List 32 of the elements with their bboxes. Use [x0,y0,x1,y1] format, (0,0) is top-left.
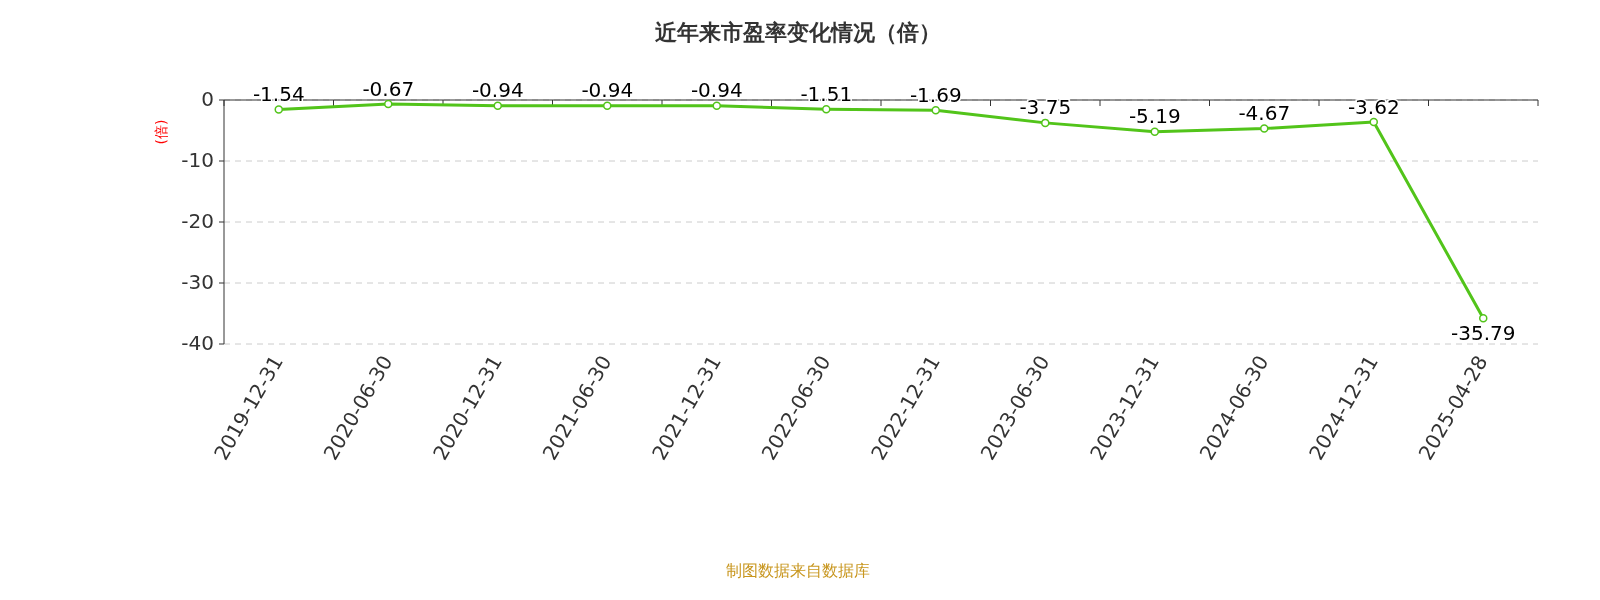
point [1369,117,1378,127]
point [1479,314,1488,323]
data-label: -1.51 [800,81,853,106]
y-tick-label: -40 [181,330,214,355]
data-label: -1.69 [909,82,962,107]
point [1150,127,1159,136]
point [1041,118,1050,128]
y-tick-label: -30 [181,269,214,294]
data-label: -3.62 [1347,94,1400,119]
y-tick-label: 0 [201,86,214,111]
data-label: -3.75 [1019,95,1072,120]
y-tick-label: -20 [181,208,214,233]
data-label: -4.67 [1238,100,1291,125]
text: 制图数据来自数据库 [726,561,870,580]
point [1260,124,1269,133]
data-label: -0.94 [471,78,524,103]
point [931,106,940,115]
point [822,104,831,114]
data-label: -0.94 [581,78,634,103]
chart-title: 近年来市盈率变化情况（倍） [654,20,941,45]
point [603,101,612,110]
y-axis-title: (倍) [153,119,169,145]
data-label: -0.94 [690,78,743,103]
point [712,101,721,110]
data-label: -0.67 [362,76,415,101]
data-label: -35.79 [1451,320,1516,345]
y-tick-label: -10 [181,147,214,172]
data-label: -1.54 [252,81,305,106]
point [384,99,393,109]
point [493,101,502,110]
point [274,105,283,114]
data-label: -5.19 [1128,104,1181,129]
